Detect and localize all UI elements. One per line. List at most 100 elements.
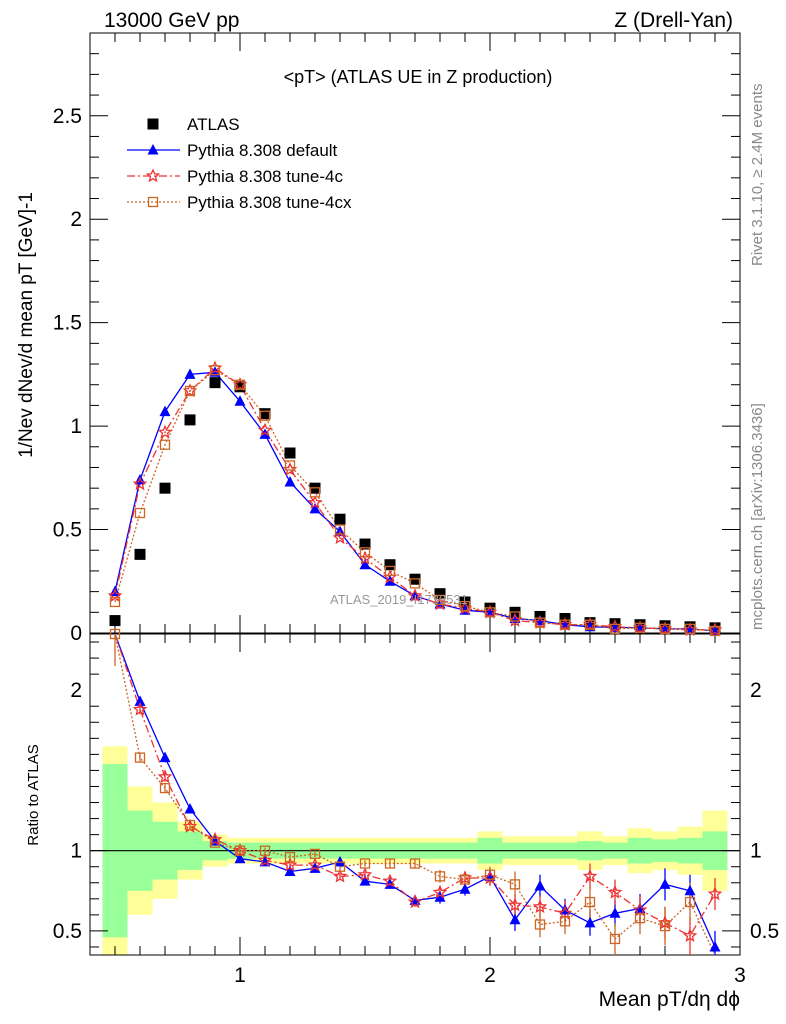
legend-label-0: ATLAS <box>187 115 240 134</box>
series-point-main-1 <box>234 395 246 406</box>
series-point-ratio-1 <box>284 865 296 877</box>
series-point-main-2 <box>332 530 348 545</box>
series-point-main-3 <box>434 594 446 606</box>
series-point-ratio-1 <box>559 904 571 915</box>
series-point-ratio-1 <box>459 883 471 894</box>
legend: ATLAS Pythia 8.308 default Pythia 8.308 tu… <box>127 115 352 212</box>
ratio-y-tick-label-right: 1 <box>750 840 762 863</box>
series-point-main-1 <box>284 475 296 487</box>
series-point-ratio-3 <box>234 845 246 856</box>
series-point-main-3 <box>534 617 546 628</box>
legend-marker-0 <box>147 118 159 130</box>
series-point-ratio-3 <box>359 858 371 869</box>
series-point-ratio-2 <box>432 884 448 899</box>
series-point-main-3 <box>709 625 721 637</box>
series-point-ratio-3 <box>634 912 646 924</box>
series-point-main-3 <box>284 460 296 471</box>
series-point-ratio-1 <box>609 907 621 918</box>
y-tick-label: 1.5 <box>53 312 82 335</box>
atlas-point <box>109 615 121 627</box>
error-bars <box>114 634 716 955</box>
series-point-ratio-1 <box>134 695 146 706</box>
series-point-ratio-3 <box>609 933 621 945</box>
series-point-ratio-3 <box>184 819 196 831</box>
axis-ticks: 1 2 3 0 0.5 1 1.5 2 2.5 0.5 0.5 1 1 2 2 <box>53 33 779 987</box>
watermark: ATLAS_2019_I1736531 <box>330 592 468 607</box>
x-axis-label: Mean pT/dη dϕ <box>599 988 740 1011</box>
series-point-main-3 <box>259 410 271 421</box>
series-point-ratio-2 <box>207 831 223 846</box>
ratio-y-tick-label-right: 2 <box>750 679 762 702</box>
series-point-main-3 <box>134 507 146 519</box>
series-point-main-1 <box>309 502 321 514</box>
series-line-ratio-2 <box>114 633 716 937</box>
series-point-main-3 <box>109 596 121 608</box>
series-point-ratio-1 <box>159 751 171 763</box>
series-point-ratio-1 <box>184 802 196 814</box>
series-point-ratio-2 <box>157 769 173 784</box>
series-point-main-3 <box>484 607 496 618</box>
series-point-main-3 <box>634 622 646 633</box>
series-point-main-1 <box>184 368 196 379</box>
series-point-ratio-1 <box>509 913 521 925</box>
series-point-main-2 <box>257 422 273 437</box>
series-point-ratio-2 <box>407 894 423 909</box>
series-point-main-3 <box>559 619 571 630</box>
series-point-main-3 <box>184 385 196 397</box>
ratio-y-tick-label-right: 0.5 <box>750 920 779 943</box>
series-point-ratio-3 <box>659 920 671 932</box>
series-point-ratio-2 <box>307 857 323 872</box>
series-point-ratio-3 <box>159 782 171 794</box>
series-point-ratio-3 <box>384 858 396 869</box>
atlas-point <box>134 548 146 560</box>
mcplots-label: mcplots.cern.ch [arXiv:1306.3436] <box>749 403 766 630</box>
series-point-ratio-3 <box>509 879 521 890</box>
atlas-point <box>384 559 396 571</box>
y-tick-label: 1 <box>70 415 82 438</box>
data-markers <box>107 360 723 952</box>
chart-title: <pT> (ATLAS UE in Z production) <box>284 67 553 87</box>
y-tick-label: 0 <box>70 622 82 645</box>
series-point-main-3 <box>384 565 396 577</box>
series-point-ratio-1 <box>684 884 696 896</box>
series-point-ratio-2 <box>582 868 598 883</box>
series-point-main-3 <box>234 379 246 390</box>
series-point-main-3 <box>609 623 621 635</box>
series-point-main-2 <box>107 588 123 602</box>
series-point-ratio-3 <box>684 896 696 908</box>
legend-marker-3 <box>147 196 159 208</box>
series-point-main-3 <box>359 547 371 558</box>
series-point-ratio-2 <box>707 886 723 901</box>
ratio-y-tick-label-left: 0.5 <box>53 920 82 943</box>
series-point-ratio-1 <box>434 891 446 902</box>
ratio-y-tick-label-left: 2 <box>70 679 82 702</box>
y-tick-label: 0.5 <box>53 519 82 542</box>
series-point-ratio-2 <box>257 852 273 867</box>
series-point-main-2 <box>157 424 173 439</box>
legend-marker-2 <box>145 168 161 183</box>
series-point-ratio-1 <box>659 878 671 889</box>
series-point-main-3 <box>509 611 521 622</box>
series-point-main-3 <box>684 623 696 635</box>
atlas-point <box>434 588 446 600</box>
series-point-ratio-3 <box>409 858 421 869</box>
series-point-ratio-2 <box>532 899 548 914</box>
series-point-main-2 <box>132 476 148 491</box>
series-point-ratio-2 <box>682 927 698 942</box>
series-point-ratio-2 <box>507 897 523 912</box>
y-axis-label: 1/Nev dNev/d mean pT [GeV]-1 <box>16 192 37 458</box>
series-point-ratio-1 <box>359 875 371 886</box>
series-point-main-3 <box>209 365 221 376</box>
series-point-ratio-3 <box>109 628 121 640</box>
series-point-ratio-1 <box>334 855 346 867</box>
rivet-label: Rivet 3.1.10, ≥ 2.4M events <box>749 84 766 267</box>
header-right: Z (Drell-Yan) <box>614 9 733 32</box>
y-axis-label-text: 1/Nev dNev/d mean pT [GeV]-1 <box>16 192 37 458</box>
series-point-main-1 <box>534 614 546 626</box>
atlas-point <box>284 447 296 459</box>
ratio-y-tick-label-left: 1 <box>70 840 82 863</box>
series-point-ratio-3 <box>334 861 346 872</box>
atlas-point <box>259 408 271 420</box>
series-point-ratio-3 <box>134 752 146 763</box>
